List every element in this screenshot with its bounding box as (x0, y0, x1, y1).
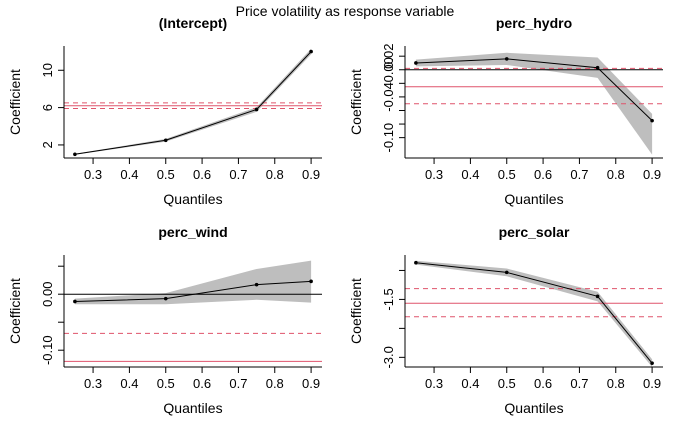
y-axis-label: Coefficient (348, 69, 364, 135)
x-tick-label: 0.5 (498, 376, 516, 391)
panel-title: perc_wind (158, 224, 227, 240)
confidence-band (415, 260, 653, 367)
x-tick-label: 0.9 (643, 167, 661, 182)
x-axis-label: Quantiles (504, 191, 563, 207)
panel-1: (Intercept) 0.3 0.4 0.5 0.6 0.7 0.8 0.9 2 6 10 Quan… (7, 15, 322, 207)
figure-suptitle: Price volatility as response variable (236, 3, 455, 19)
y-tick-label: -0.10 (381, 123, 396, 153)
x-tick-label: 0.5 (157, 167, 175, 182)
y-tick-label: 0.02 (381, 44, 396, 69)
coefficient-point (73, 152, 77, 157)
confidence-band (74, 260, 312, 305)
panel-title: (Intercept) (159, 15, 227, 31)
coefficient-point (254, 107, 259, 112)
panel-3: perc_wind 0.3 0.4 0.5 0.6 0.7 0.8 0.9 -0.10 0.00 Q… (7, 224, 322, 416)
x-axis-label: Quantiles (163, 191, 222, 207)
y-axis-label: Coefficient (7, 278, 23, 344)
coefficient-point (650, 361, 654, 365)
x-tick-label: 0.9 (302, 376, 320, 391)
coefficient-point (595, 65, 600, 70)
y-tick-label: 10 (40, 63, 55, 77)
y-tick-label: -0.10 (40, 335, 55, 365)
coefficient-line (415, 262, 653, 364)
coefficient-line (74, 51, 312, 155)
x-tick-label: 0.3 (425, 376, 443, 391)
y-axis-label: Coefficient (7, 69, 23, 135)
coefficient-point (650, 118, 654, 123)
x-tick-label: 0.6 (193, 167, 211, 182)
x-tick-label: 0.9 (302, 167, 320, 182)
coefficient-point (254, 282, 259, 287)
coefficient-point (595, 294, 600, 299)
coefficient-point (504, 57, 509, 61)
coefficient-point (309, 279, 313, 284)
x-tick-label: 0.3 (425, 167, 443, 182)
x-tick-label: 0.6 (534, 167, 552, 182)
y-tick-label: 0.00 (381, 57, 396, 82)
coefficient-point (309, 49, 313, 54)
x-tick-label: 0.8 (607, 167, 625, 182)
x-axis-label: Quantiles (163, 400, 222, 416)
x-tick-label: 0.7 (570, 167, 588, 182)
x-tick-label: 0.8 (607, 376, 625, 391)
x-tick-label: 0.4 (461, 376, 479, 391)
x-tick-label: 0.6 (534, 376, 552, 391)
coefficient-point (414, 260, 418, 265)
coefficient-line (74, 280, 312, 302)
x-tick-label: 0.8 (266, 376, 284, 391)
x-tick-label: 0.7 (570, 376, 588, 391)
coefficient-line (415, 58, 653, 122)
x-tick-label: 0.7 (229, 167, 247, 182)
y-tick-label: -1.5 (381, 288, 396, 310)
y-tick-label: 0.00 (40, 282, 55, 307)
x-tick-label: 0.4 (120, 376, 138, 391)
coefficient-point (73, 299, 77, 304)
x-tick-label: 0.3 (84, 376, 102, 391)
x-tick-label: 0.5 (157, 376, 175, 391)
confidence-band (415, 52, 653, 155)
coefficient-point (163, 138, 168, 143)
panel-4: perc_solar 0.3 0.4 0.5 0.6 0.7 0.8 0.9 -1.5 -3.0 Q… (348, 224, 663, 416)
panel-title: perc_hydro (496, 15, 572, 31)
x-tick-label: 0.9 (643, 376, 661, 391)
confidence-band (74, 48, 312, 155)
y-tick-label: -0.04 (381, 82, 396, 112)
y-tick-label: -3.0 (381, 346, 396, 368)
y-tick-label: 6 (40, 104, 55, 111)
coefficient-point (163, 296, 168, 301)
coefficient-point (504, 270, 509, 275)
y-axis-label: Coefficient (348, 278, 364, 344)
x-axis-label: Quantiles (504, 400, 563, 416)
coefficient-point (414, 61, 418, 65)
x-tick-label: 0.6 (193, 376, 211, 391)
x-tick-label: 0.4 (120, 167, 138, 182)
y-tick-label: 2 (40, 141, 55, 148)
x-tick-label: 0.4 (461, 167, 479, 182)
x-tick-label: 0.8 (266, 167, 284, 182)
panel-title: perc_solar (499, 224, 570, 240)
x-tick-label: 0.5 (498, 167, 516, 182)
x-tick-label: 0.3 (84, 167, 102, 182)
x-tick-label: 0.7 (229, 376, 247, 391)
